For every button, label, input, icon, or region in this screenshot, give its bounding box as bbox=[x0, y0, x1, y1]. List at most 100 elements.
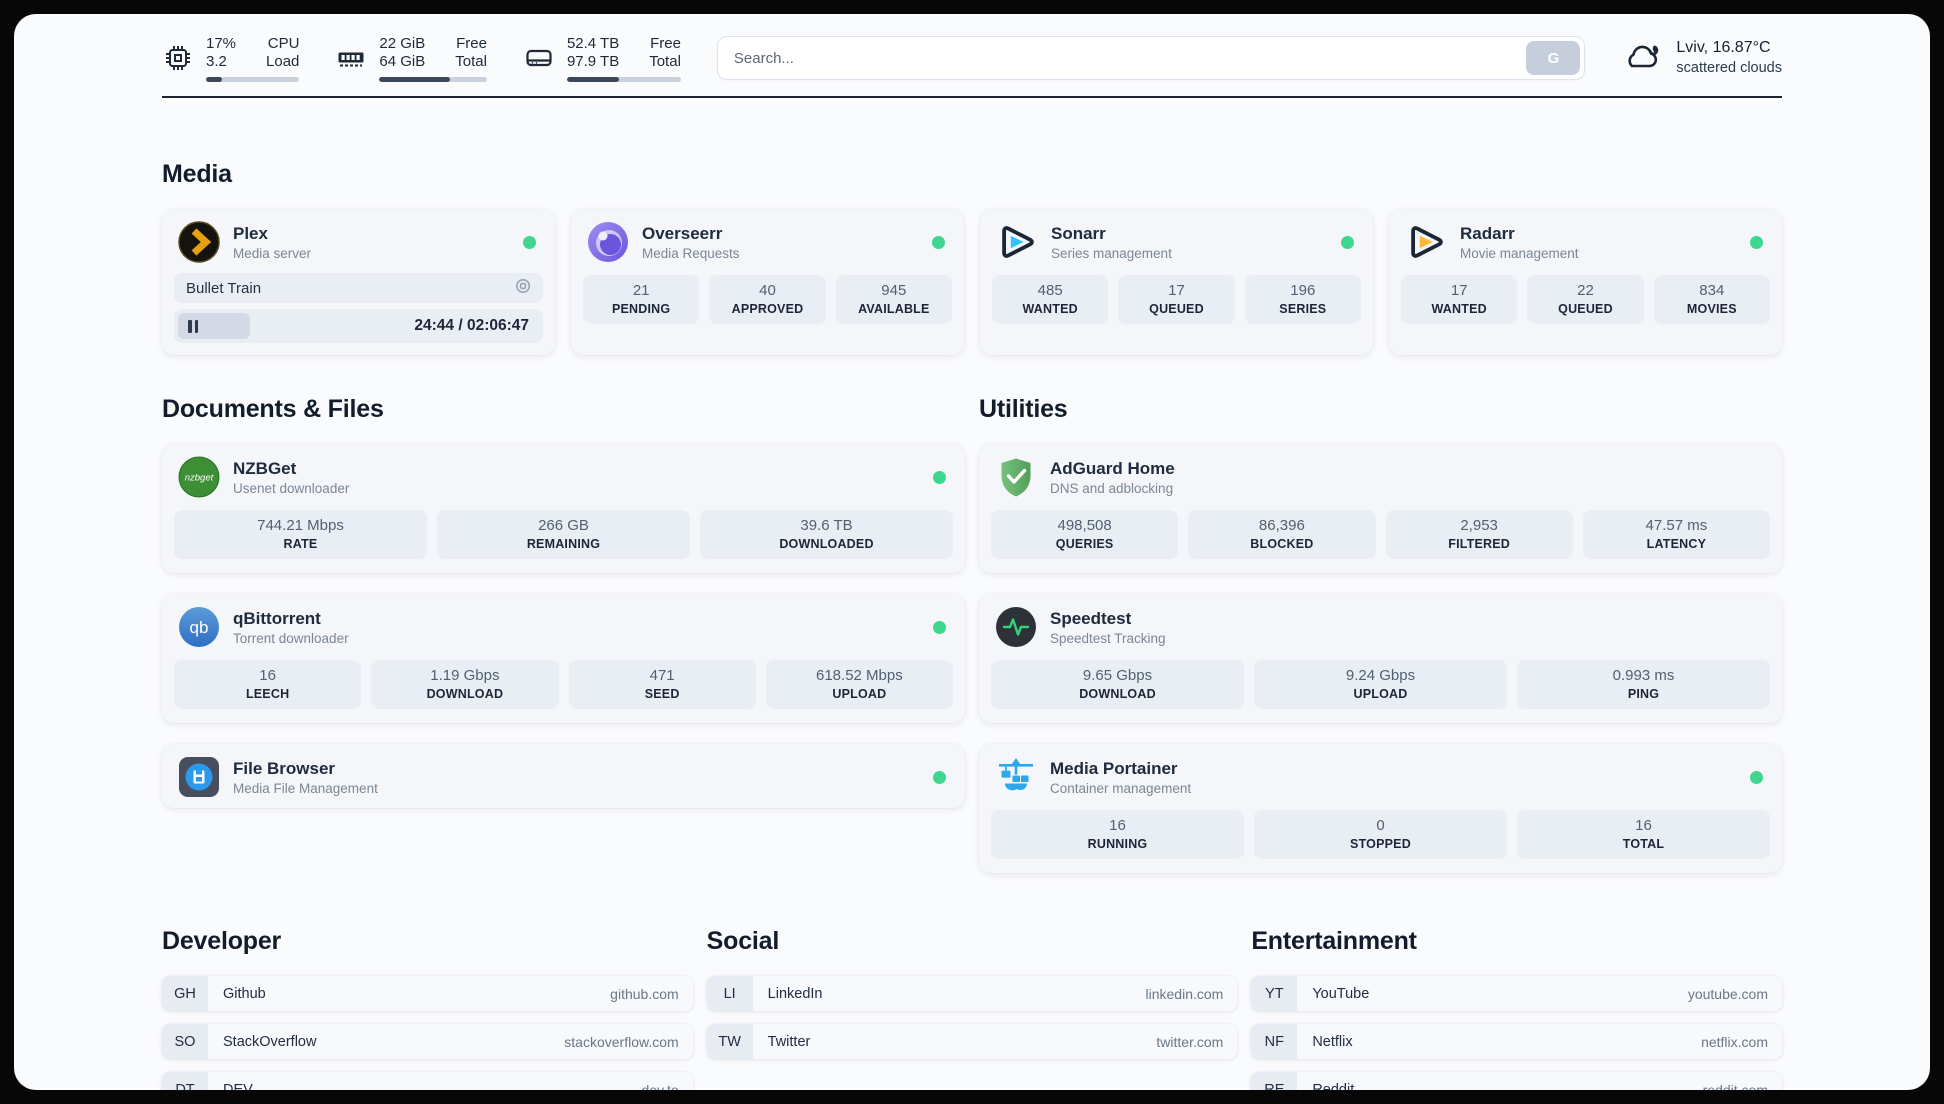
bookmark-name: Github bbox=[223, 985, 266, 1002]
app-adguard[interactable]: AdGuard Home DNS and adblocking bbox=[979, 444, 1782, 508]
stat-box-ping: 0.993 ms PING bbox=[1517, 660, 1770, 709]
app-name: Sonarr bbox=[1051, 223, 1106, 243]
playback-progress-bar[interactable]: 24:44 / 02:06:47 bbox=[174, 309, 543, 343]
stat-box-wanted: 17 WANTED bbox=[1401, 275, 1518, 324]
app-nzbget[interactable]: nzbget NZBGet Usenet downloader bbox=[162, 444, 965, 508]
status-online-dot bbox=[933, 470, 946, 484]
app-radarr[interactable]: Radarr Movie management bbox=[1389, 209, 1782, 273]
stat-box-series: 196 SERIES bbox=[1244, 275, 1361, 324]
bookmark-abbr: LI bbox=[706, 976, 753, 1011]
plex-icon bbox=[178, 221, 220, 263]
bookmark-url: stackoverflow.com bbox=[564, 1033, 679, 1050]
bookmark-stackoverflow[interactable]: SO StackOverflow stackoverflow.com bbox=[162, 1024, 693, 1059]
app-name: Overseerr bbox=[642, 223, 723, 243]
session-info-icon[interactable] bbox=[515, 278, 531, 298]
bookmark-netflix[interactable]: NF Netflix netflix.com bbox=[1251, 1024, 1782, 1059]
search-input[interactable] bbox=[716, 36, 1586, 80]
ram-progress-fill bbox=[379, 76, 451, 82]
app-description: Series management bbox=[1051, 245, 1172, 261]
bookmark-name: Netflix bbox=[1312, 1033, 1353, 1050]
stat-box-stopped: 0 STOPPED bbox=[1254, 810, 1507, 859]
status-online-dot bbox=[1750, 770, 1763, 784]
cpu-load-value: 3.2 bbox=[206, 52, 227, 70]
bookmark-twitter[interactable]: TW Twitter twitter.com bbox=[706, 1024, 1238, 1059]
pause-icon[interactable] bbox=[188, 319, 198, 333]
bookmark-abbr: GH bbox=[162, 976, 208, 1011]
app-name: Radarr bbox=[1460, 223, 1515, 243]
ram-icon bbox=[335, 42, 367, 74]
stat-box-movies: 834 MOVIES bbox=[1653, 275, 1770, 324]
utilities-column: Utilities bbox=[979, 395, 1782, 873]
search-engine-button[interactable]: G bbox=[1526, 41, 1581, 75]
bookmark-abbr: TW bbox=[706, 1024, 753, 1059]
app-plex[interactable]: Plex Media server bbox=[162, 209, 555, 273]
app-speedtest[interactable]: Speedtest Speedtest Tracking bbox=[979, 594, 1782, 658]
bookmark-url: twitter.com bbox=[1156, 1033, 1224, 1050]
bookmark-linkedin[interactable]: LI LinkedIn linkedin.com bbox=[706, 976, 1238, 1011]
app-card-filebrowser: File Browser Media File Management bbox=[162, 744, 965, 808]
memory-stat: 22 GiB Free 64 GiB Total bbox=[335, 35, 487, 82]
ram-progress-track bbox=[379, 76, 487, 82]
app-card-plex: Plex Media server Bullet Train bbox=[162, 209, 555, 355]
bookmark-abbr: DT bbox=[162, 1072, 208, 1090]
app-card-adguard: AdGuard Home DNS and adblocking 498,508 … bbox=[979, 444, 1782, 573]
stat-box-filtered: 2,953 FILTERED bbox=[1385, 510, 1573, 559]
ram-label-bottom: Total bbox=[455, 52, 487, 70]
stat-box-upload: 618.52 Mbps UPLOAD bbox=[765, 660, 953, 709]
disk-label-bottom: Total bbox=[649, 52, 681, 70]
sonarr-icon bbox=[996, 221, 1038, 263]
stat-box-queries: 498,508 QUERIES bbox=[991, 510, 1179, 559]
system-stats: 17% CPU 3.2 Load bbox=[162, 35, 681, 82]
bookmark-url: linkedin.com bbox=[1145, 985, 1224, 1002]
disk-total-value: 97.9 TB bbox=[566, 52, 620, 70]
header-divider bbox=[162, 96, 1782, 98]
app-portainer[interactable]: Media Portainer Container management bbox=[979, 744, 1782, 808]
app-description: Media Requests bbox=[642, 245, 740, 261]
bookmark-abbr: RE bbox=[1251, 1072, 1298, 1090]
portainer-icon bbox=[995, 756, 1037, 798]
now-playing-row: Bullet Train bbox=[174, 273, 543, 303]
bookmark-dev[interactable]: DT DEV dev.to bbox=[162, 1072, 693, 1090]
bookmarks-developer: Developer GH Github github.com SO StackO… bbox=[162, 927, 693, 1090]
cloud-icon bbox=[1621, 38, 1663, 79]
bookmark-reddit[interactable]: RE Reddit reddit.com bbox=[1251, 1072, 1782, 1090]
app-sonarr[interactable]: Sonarr Series management bbox=[980, 209, 1373, 273]
stat-box-blocked: 86,396 BLOCKED bbox=[1188, 510, 1376, 559]
app-card-speedtest: Speedtest Speedtest Tracking 9.65 Gbps D… bbox=[979, 594, 1782, 723]
dashboard-panel: 17% CPU 3.2 Load bbox=[14, 14, 1930, 1090]
bookmark-youtube[interactable]: YT YouTube youtube.com bbox=[1251, 976, 1782, 1011]
app-description: Media server bbox=[233, 245, 312, 261]
qbittorrent-icon: qb bbox=[178, 606, 220, 648]
bookmark-name: YouTube bbox=[1312, 985, 1370, 1002]
section-title-entertainment: Entertainment bbox=[1251, 927, 1417, 955]
filebrowser-icon bbox=[178, 756, 220, 798]
stat-box-latency: 47.57 ms LATENCY bbox=[1582, 510, 1770, 559]
app-qbittorrent[interactable]: qb qBittorrent Torrent downloader bbox=[162, 594, 965, 658]
cpu-label-top: CPU bbox=[267, 34, 300, 52]
stat-box-upload: 9.24 Gbps UPLOAD bbox=[1254, 660, 1507, 709]
section-title-documents: Documents & Files bbox=[162, 395, 384, 423]
app-filebrowser[interactable]: File Browser Media File Management bbox=[162, 744, 965, 808]
ram-label-top: Free bbox=[456, 34, 487, 52]
app-name: Media Portainer bbox=[1050, 758, 1178, 778]
section-title-social: Social bbox=[706, 927, 780, 955]
bookmark-github[interactable]: GH Github github.com bbox=[162, 976, 693, 1011]
section-title-developer: Developer bbox=[162, 927, 282, 955]
app-name: File Browser bbox=[233, 758, 336, 778]
bookmark-name: LinkedIn bbox=[767, 985, 823, 1002]
stat-box-leech: 16 LEECH bbox=[174, 660, 362, 709]
stat-box-download: 9.65 Gbps DOWNLOAD bbox=[991, 660, 1244, 709]
app-description: Container management bbox=[1050, 780, 1192, 796]
bookmark-url: reddit.com bbox=[1702, 1081, 1768, 1091]
app-name: Speedtest bbox=[1050, 608, 1132, 628]
status-online-dot bbox=[932, 235, 945, 249]
section-title-media: Media bbox=[162, 160, 232, 188]
app-name: NZBGet bbox=[233, 458, 297, 478]
app-name: AdGuard Home bbox=[1050, 458, 1175, 478]
stat-box-queued: 17 QUEUED bbox=[1118, 275, 1235, 324]
bookmarks-entertainment: Entertainment YT YouTube youtube.com NF … bbox=[1251, 927, 1782, 1090]
bookmark-url: netflix.com bbox=[1701, 1033, 1768, 1050]
stat-box-total: 16 TOTAL bbox=[1517, 810, 1770, 859]
app-overseerr[interactable]: Overseerr Media Requests bbox=[571, 209, 964, 273]
stat-box-rate: 744.21 Mbps RATE bbox=[174, 510, 427, 559]
